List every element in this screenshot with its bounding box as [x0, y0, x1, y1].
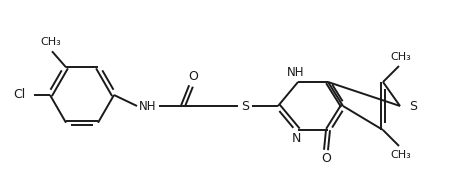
Text: N: N — [291, 132, 301, 146]
Text: NH: NH — [139, 99, 157, 113]
Text: CH₃: CH₃ — [391, 52, 411, 62]
Text: O: O — [321, 152, 331, 166]
Text: O: O — [188, 70, 198, 84]
Text: CH₃: CH₃ — [391, 150, 411, 160]
Text: S: S — [409, 99, 417, 113]
Text: Cl: Cl — [14, 89, 26, 102]
Text: CH₃: CH₃ — [41, 37, 62, 47]
Text: NH: NH — [287, 66, 305, 79]
Text: S: S — [241, 99, 249, 113]
